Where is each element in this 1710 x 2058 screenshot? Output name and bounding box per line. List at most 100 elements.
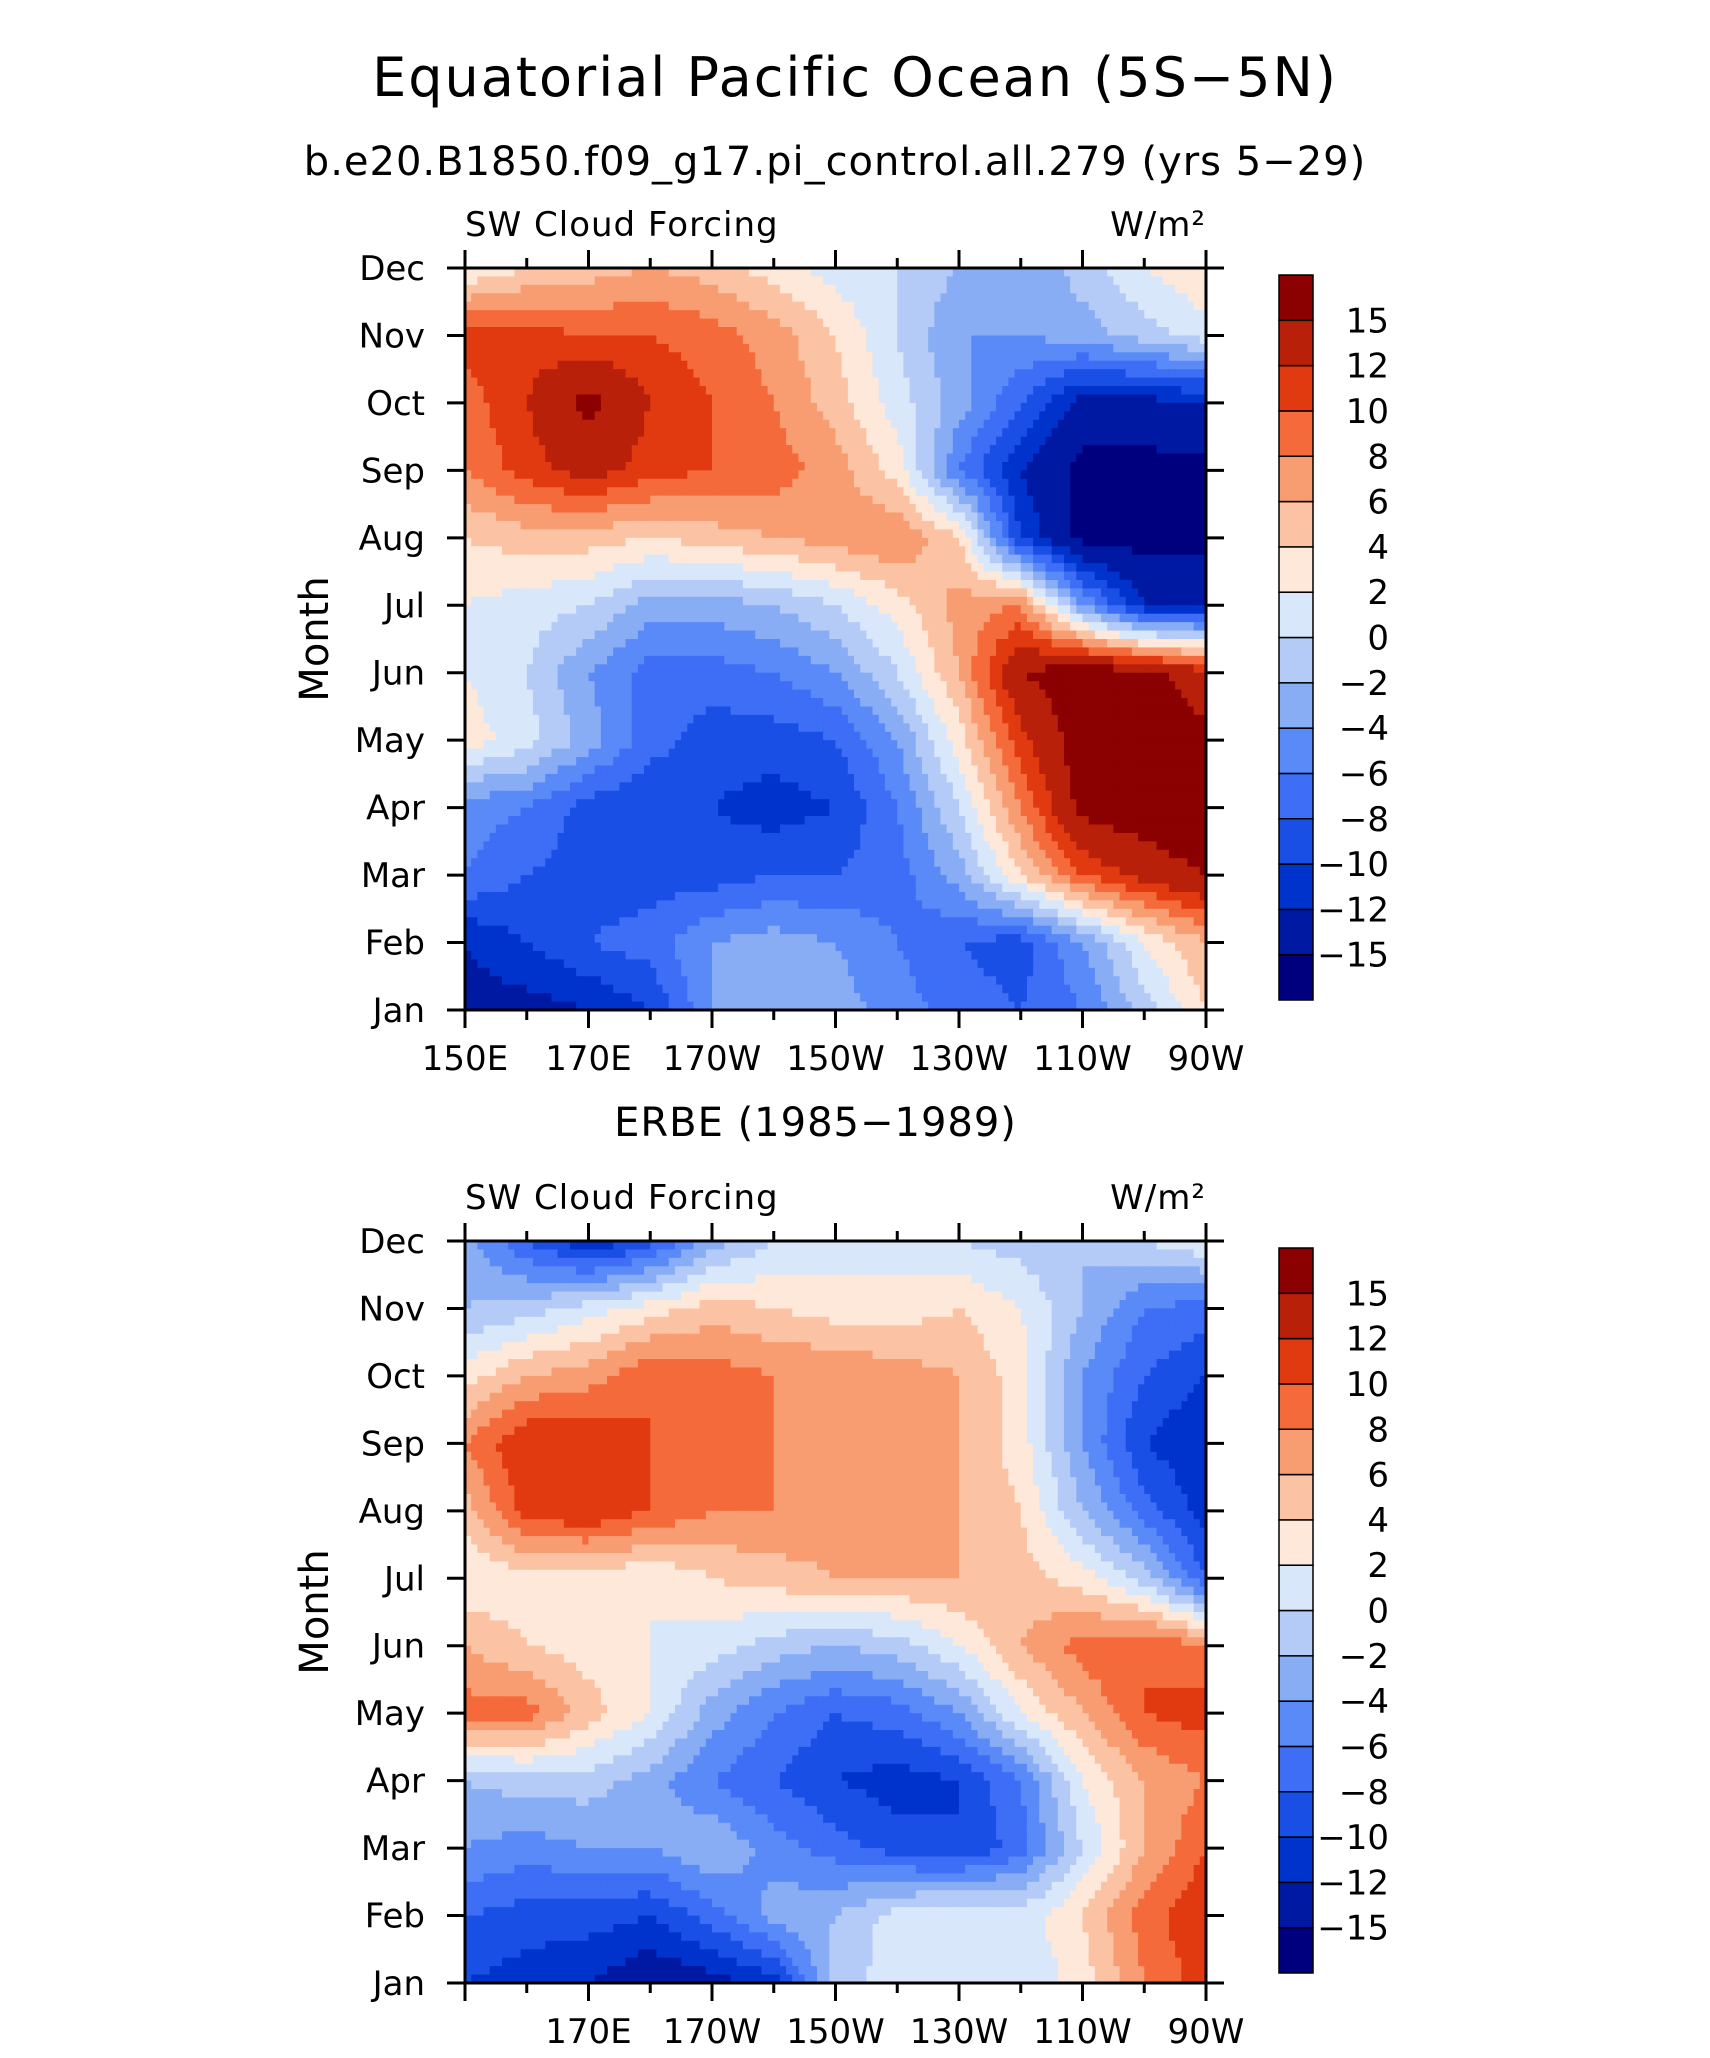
contour-cell <box>1144 361 1151 370</box>
contour-cell <box>539 597 546 606</box>
contour-cell <box>638 403 645 412</box>
contour-cell <box>984 496 991 505</box>
contour-cell <box>984 293 991 302</box>
contour-cell <box>632 572 639 581</box>
contour-cell <box>836 369 843 378</box>
contour-cell <box>663 352 670 361</box>
contour-cell <box>484 563 491 572</box>
contour-cell <box>965 302 972 311</box>
contour-cell <box>1052 462 1059 471</box>
contour-cell <box>1132 445 1139 454</box>
contour-cell <box>1015 605 1022 614</box>
contour-cell <box>1027 437 1034 446</box>
contour-cell <box>595 394 602 403</box>
contour-cell <box>626 276 633 285</box>
contour-cell <box>1045 386 1052 395</box>
contour-cell <box>903 597 910 606</box>
contour-cell <box>1101 496 1108 505</box>
contour-cell <box>1076 572 1083 581</box>
contour-cell <box>749 580 756 589</box>
contour-cell <box>718 403 725 412</box>
contour-cell <box>663 588 670 597</box>
contour-cell <box>490 420 497 429</box>
contour-cell <box>805 437 812 446</box>
contour-cell <box>910 285 917 294</box>
contour-cell <box>669 513 676 522</box>
contour-cell <box>792 344 799 353</box>
contour-cell <box>761 293 768 302</box>
contour-cell <box>959 437 966 446</box>
contour-cell <box>650 513 657 522</box>
contour-cell <box>817 555 824 564</box>
contour-cell <box>675 327 682 336</box>
contour-cell <box>582 521 589 530</box>
contour-cell <box>632 470 639 479</box>
contour-cell <box>502 285 509 294</box>
contour-cell <box>903 529 910 538</box>
contour-cell <box>984 521 991 530</box>
contour-cell <box>706 411 713 420</box>
contour-cell <box>1113 352 1120 361</box>
contour-cell <box>527 352 534 361</box>
contour-cell <box>632 479 639 488</box>
contour-cell <box>1132 293 1139 302</box>
contour-cell <box>1126 344 1133 353</box>
contour-cell <box>545 386 552 395</box>
contour-cell <box>848 428 855 437</box>
contour-cell <box>712 580 719 589</box>
contour-cell <box>823 319 830 328</box>
contour-cell <box>545 454 552 463</box>
contour-cell <box>502 361 509 370</box>
contour-cell <box>1070 344 1077 353</box>
contour-cell <box>1083 335 1090 344</box>
contour-cell <box>897 614 904 623</box>
contour-cell <box>817 420 824 429</box>
contour-cell <box>866 327 873 336</box>
contour-cell <box>1021 538 1028 547</box>
contour-cell <box>768 521 775 530</box>
contour-cell <box>1113 411 1120 420</box>
contour-cell <box>613 470 620 479</box>
contour-cell <box>1045 445 1052 454</box>
contour-cell <box>669 614 676 623</box>
contour-cell <box>656 563 663 572</box>
contour-cell <box>805 597 812 606</box>
contour-cell <box>848 394 855 403</box>
contour-cell <box>780 361 787 370</box>
contour-cell <box>879 487 886 496</box>
contour-cell <box>811 327 818 336</box>
contour-cell <box>656 369 663 378</box>
contour-cell <box>953 437 960 446</box>
contour-cell <box>761 538 768 547</box>
contour-cell <box>842 555 849 564</box>
contour-cell <box>836 327 843 336</box>
contour-cell <box>934 310 941 319</box>
contour-cell <box>1144 563 1151 572</box>
contour-cell <box>860 369 867 378</box>
contour-cell <box>576 428 583 437</box>
contour-cell <box>1021 445 1028 454</box>
contour-cell <box>965 513 972 522</box>
contour-cell <box>836 479 843 488</box>
contour-cell <box>718 386 725 395</box>
contour-cell <box>589 605 596 614</box>
contour-cell <box>1008 302 1015 311</box>
contour-cell <box>990 445 997 454</box>
contour-cell <box>1144 605 1151 614</box>
contour-cell <box>1070 529 1077 538</box>
contour-cell <box>1157 529 1164 538</box>
contour-cell <box>1027 302 1034 311</box>
contour-cell <box>873 445 880 454</box>
contour-cell <box>959 319 966 328</box>
contour-cell <box>558 285 565 294</box>
contour-cell <box>582 403 589 412</box>
contour-cell <box>768 529 775 538</box>
contour-cell <box>718 572 725 581</box>
contour-cell <box>1157 378 1164 387</box>
contour-cell <box>761 327 768 336</box>
contour-cell <box>940 597 947 606</box>
contour-cell <box>1181 403 1188 412</box>
contour-cell <box>866 386 873 395</box>
contour-cell <box>811 496 818 505</box>
contour-cell <box>681 428 688 437</box>
